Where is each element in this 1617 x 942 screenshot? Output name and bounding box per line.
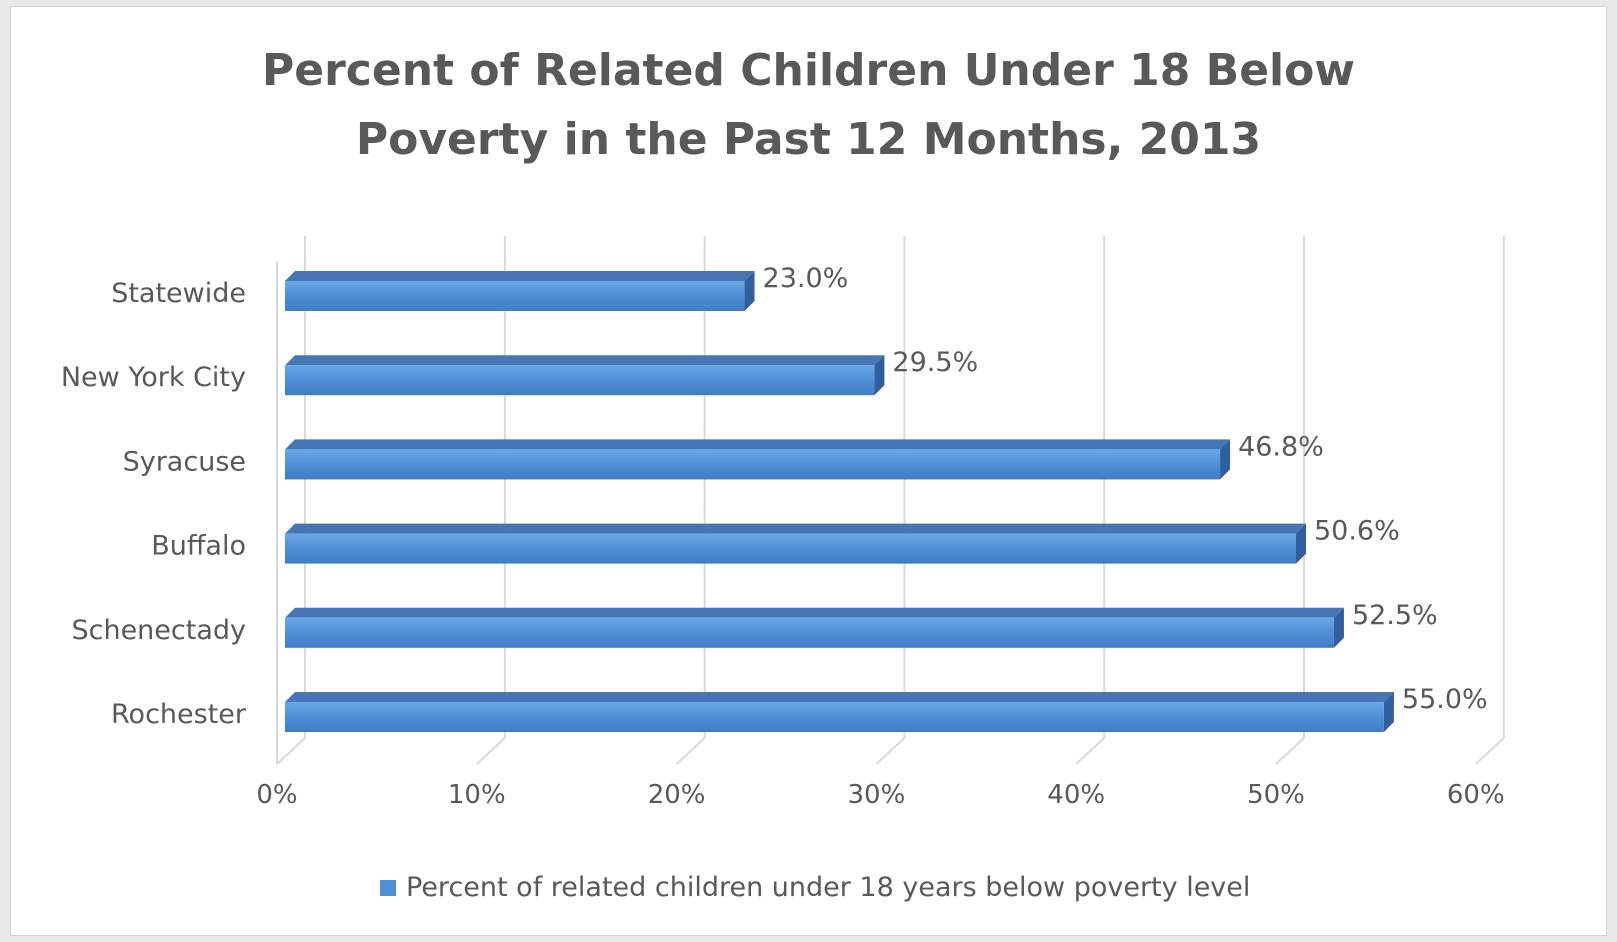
x-tick-label: 40% <box>1047 780 1105 810</box>
bar <box>285 617 1334 648</box>
chart-title-line-2: Poverty in the Past 12 Months, 2013 <box>355 114 1262 165</box>
data-label: 50.6% <box>1314 516 1400 547</box>
data-label: 29.5% <box>892 347 978 378</box>
category-label: Statewide <box>111 278 246 309</box>
legend: Percent of related children under 18 yea… <box>380 872 1250 903</box>
bar-end <box>1295 523 1306 564</box>
bar-top <box>285 692 1394 702</box>
bar <box>285 702 1384 732</box>
bar-end <box>1333 607 1344 648</box>
bar-top <box>285 607 1344 618</box>
bar-top <box>285 355 885 366</box>
bar <box>285 533 1296 564</box>
bar-end <box>1220 439 1231 480</box>
floor-gridline <box>875 737 906 765</box>
category-label: Buffalo <box>151 531 246 562</box>
floor-gridline <box>276 737 306 765</box>
data-label: 46.8% <box>1238 431 1324 462</box>
bar <box>285 365 875 396</box>
floor-gridline <box>1275 737 1305 765</box>
chart-title: Percent of Related Children Under 18 Bel… <box>0 36 1617 174</box>
legend-swatch <box>380 879 396 896</box>
data-label: 23.0% <box>763 263 849 294</box>
floor-gridline <box>675 737 706 765</box>
legend-label: Percent of related children under 18 yea… <box>406 872 1251 903</box>
data-label: 52.5% <box>1352 600 1438 631</box>
x-tick-label: 50% <box>1247 780 1305 810</box>
x-tick-label: 30% <box>848 780 906 810</box>
x-tick-label: 10% <box>448 780 506 810</box>
category-label: Syracuse <box>123 446 246 477</box>
bar-end <box>744 271 755 311</box>
category-label: New York City <box>61 362 246 393</box>
bar-end <box>874 355 885 396</box>
bar-top <box>285 271 755 281</box>
floor-gridline <box>476 737 506 765</box>
x-tick-label: 0% <box>256 780 297 810</box>
category-label: Rochester <box>111 699 247 730</box>
x-tick-label: 60% <box>1447 780 1505 810</box>
bar <box>285 449 1221 480</box>
data-label: 55.0% <box>1402 684 1488 715</box>
bar-top <box>285 523 1306 534</box>
floor-gridline <box>1075 737 1105 765</box>
category-label: Schenectady <box>71 615 246 646</box>
floor-gridline <box>1475 737 1505 765</box>
x-tick-label: 20% <box>648 780 706 810</box>
bar <box>285 281 745 311</box>
bar-end <box>1383 692 1394 732</box>
chart-title-line-1: Percent of Related Children Under 18 Bel… <box>261 45 1356 96</box>
bar-top <box>285 439 1231 450</box>
